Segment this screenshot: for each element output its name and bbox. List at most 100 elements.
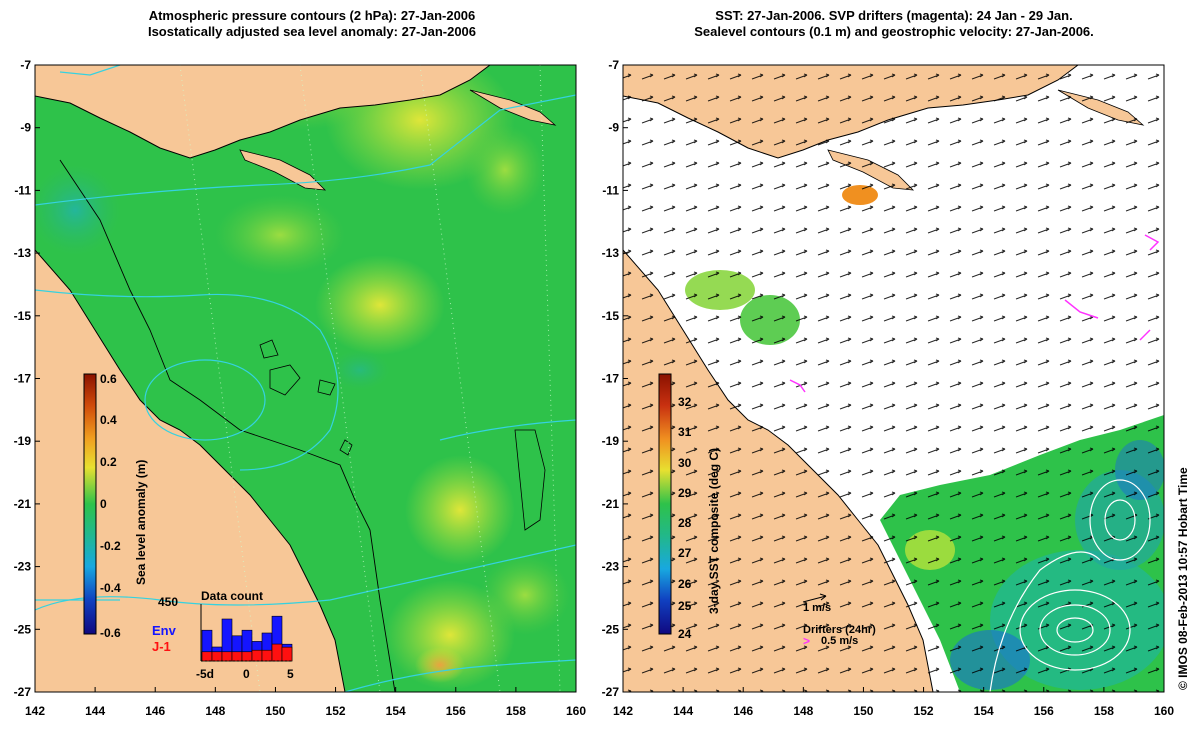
left-lat-tick-label: -27 [14, 685, 32, 699]
left-lat-tick-label: -25 [14, 622, 32, 636]
sla-tick: -0.6 [100, 626, 121, 640]
inset-title: Data count [201, 589, 263, 603]
sst-tick: 27 [678, 546, 692, 560]
inset-j1-bar [281, 646, 293, 662]
sst-tick: 28 [678, 516, 692, 530]
left-lat-tick-label: -11 [14, 183, 31, 197]
sealevel-contours [989, 479, 1151, 692]
inset-j1-bar [201, 651, 213, 662]
right-lat-tick-label: -11 [602, 183, 619, 197]
inset-j1-bar [251, 649, 263, 662]
velocity-scale-label: 1 m/s [803, 602, 831, 614]
right-lon-tick-label: 144 [673, 704, 693, 718]
inset-xtick: -5d [196, 667, 214, 681]
inset-j1-bar [271, 643, 283, 662]
sla-tick: -0.2 [100, 539, 121, 553]
sst-colorbar-label: 3-day SST composite (deg C) [707, 448, 721, 614]
right-lat-tick-label: -9 [608, 121, 619, 135]
left-lon-tick-label: 144 [85, 704, 105, 718]
sst-tick: 24 [678, 627, 692, 641]
right-lat-tick-label: -21 [602, 497, 620, 511]
right-lon-tick-label: 146 [733, 704, 753, 718]
sla-colorbar [83, 373, 97, 635]
left-australia-land [35, 249, 346, 692]
drifter-legend-glyph: > [803, 634, 810, 648]
left-title-line2: Isostatically adjusted sea level anomaly… [147, 24, 477, 39]
right-lat-tick-label: -19 [602, 434, 620, 448]
right-lon-tick-label: 150 [853, 704, 873, 718]
left-lat-tick-label: -23 [14, 560, 32, 574]
right-lon-tick-label: 142 [613, 704, 633, 718]
right-lon-tick-label: 154 [974, 704, 994, 718]
sst-tick: 29 [678, 486, 692, 500]
right-lon-tick-label: 158 [1094, 704, 1114, 718]
left-lat-tick-label: -17 [14, 372, 32, 386]
left-png-land [35, 65, 491, 159]
inset-xtick: 0 [243, 667, 250, 681]
sla-colorbar-ticks: 0.6 0.4 0.2 0 -0.2 -0.4 -0.6 [100, 372, 121, 640]
right-lon-tick-label: 156 [1034, 704, 1054, 718]
right-lat-tick-label: -15 [602, 309, 620, 323]
left-lon-tick-label: 146 [145, 704, 165, 718]
drifters-legend-title: Drifters (24hr) [803, 624, 876, 636]
sst-tick: 30 [678, 456, 692, 470]
right-title-line2: Sealevel contours (0.1 m) and geostrophi… [694, 24, 1094, 39]
pressure-contours [35, 65, 576, 692]
left-lat-tick-label: -7 [20, 58, 31, 72]
sla-tick: -0.4 [100, 581, 121, 595]
right-lat-tick-label: -17 [602, 372, 620, 386]
left-lon-tick-label: 156 [446, 704, 466, 718]
drifter-tracks [789, 234, 1160, 393]
geostrophic-velocity-arrows [623, 65, 1164, 692]
left-lon-tick-label: 160 [566, 704, 586, 718]
right-lon-tick-label: 148 [793, 704, 813, 718]
left-lon-tick-label: 148 [205, 704, 225, 718]
left-lon-tick-label: 158 [506, 704, 526, 718]
right-lon-tick-label: 152 [914, 704, 934, 718]
sla-tick: 0.6 [100, 372, 117, 386]
left-lat-tick-label: -19 [14, 434, 32, 448]
sst-tick: 32 [678, 395, 692, 409]
left-lon-tick-label: 154 [386, 704, 406, 718]
drifters-legend-speed: 0.5 m/s [821, 635, 858, 647]
sst-colorbar-ticks: 32 31 30 29 28 27 26 25 24 [678, 395, 692, 641]
right-lat-tick-label: -27 [602, 685, 620, 699]
inset-j1-bar [231, 651, 243, 662]
left-title-line1: Atmospheric pressure contours (2 hPa): 2… [148, 8, 476, 23]
sla-tick: 0.4 [100, 413, 117, 427]
left-lat-tick-label: -9 [20, 121, 31, 135]
right-lat-tick-label: -7 [608, 58, 619, 72]
left-lon-tick-label: 152 [326, 704, 346, 718]
sst-tick: 26 [678, 577, 692, 591]
sst-colorbar [658, 373, 672, 635]
sla-tick: 0.2 [100, 455, 117, 469]
right-title-line1: SST: 27-Jan-2006. SVP drifters (magenta)… [715, 8, 1073, 23]
data-count-inset: 450 Data count Env J-1 -5d 0 5 [152, 589, 294, 681]
right-map: 1 m/s Drifters (24hr) > 0.5 m/s [623, 65, 1164, 692]
inset-j1-bar [221, 651, 233, 662]
credit-text: © IMOS 08-Feb-2013 10:57 Hobart Time [1176, 467, 1190, 690]
left-lon-tick-label: 142 [25, 704, 45, 718]
sla-colorbar-label: Sea level anomaly (m) [134, 460, 148, 585]
right-lat-tick-label: -13 [602, 246, 620, 260]
left-map [35, 65, 576, 692]
axes: -7 -9 -11 -13 -15 -17 -19 -21 -23 -25 -27 142 144 146… [14, 58, 1175, 718]
inset-bars [201, 615, 293, 662]
inset-legend-env: Env [152, 623, 177, 638]
inset-ymax: 450 [158, 595, 178, 609]
inset-j1-bar [261, 649, 273, 662]
inset-j1-bar [241, 651, 253, 662]
left-lat-tick-label: -21 [14, 497, 32, 511]
right-lat-tick-label: -23 [602, 560, 620, 574]
inset-j1-bar [211, 651, 223, 662]
left-lat-tick-label: -15 [14, 309, 32, 323]
sla-tick: 0 [100, 497, 107, 511]
right-lat-tick-label: -25 [602, 622, 620, 636]
left-lat-tick-label: -13 [14, 246, 32, 260]
sst-tick: 25 [678, 599, 692, 613]
velocity-scale: 1 m/s Drifters (24hr) > 0.5 m/s [802, 593, 876, 648]
right-lon-tick-label: 160 [1154, 704, 1174, 718]
sst-tick: 31 [678, 425, 692, 439]
left-lon-tick-label: 150 [265, 704, 285, 718]
